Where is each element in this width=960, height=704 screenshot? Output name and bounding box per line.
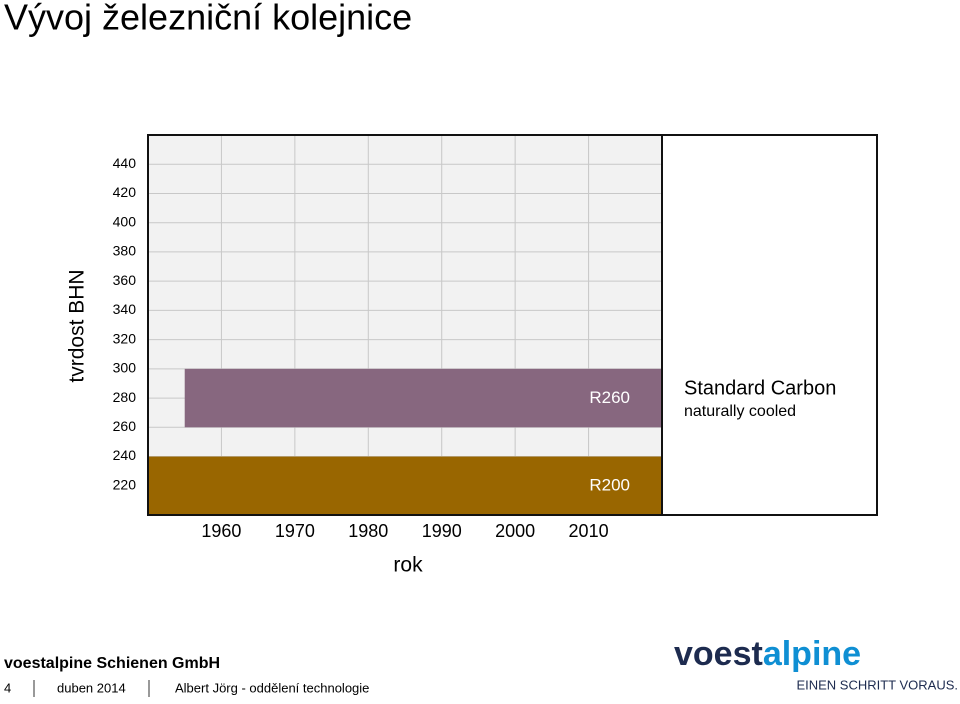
y-tick-label: 440 [113,155,137,171]
x-tick-label: 1980 [348,521,388,541]
y-tick-label: 300 [113,360,137,376]
logo: voestalpine [674,635,861,673]
y-tick-label: 320 [113,330,137,346]
logo-part: voest [674,635,763,673]
x-tick-label: 2000 [495,521,535,541]
footer-company: voestalpine Schienen GmbH [4,655,220,672]
y-axis-label: tvrdost BHN [66,269,89,382]
y-tick-label: 240 [113,447,137,463]
range-bar [148,456,662,515]
legend-title: Standard Carbon [684,377,836,399]
logo-tagline: EINEN SCHRITT VORAUS. [796,677,958,692]
bar-label: R200 [589,475,630,494]
slide-title: Vývoj železniční kolejnice [4,0,412,38]
y-tick-label: 280 [113,389,137,405]
bar-label: R260 [589,388,630,407]
y-tick-label: 380 [113,243,137,259]
legend-subtitle: naturally cooled [684,403,796,420]
footer-date: duben 2014 [57,680,126,695]
x-tick-label: 1990 [422,521,462,541]
y-tick-label: 220 [113,476,137,492]
x-tick-label: 2010 [569,521,609,541]
plot-border [147,134,663,516]
y-tick-label: 340 [113,301,137,317]
y-tick-label: 420 [113,184,137,200]
y-tick-label: 400 [113,213,137,229]
y-tick-label: 360 [113,272,137,288]
x-tick-label: 1970 [275,521,315,541]
range-bar [184,368,662,428]
y-tick-label: 260 [113,418,137,434]
x-axis-label: rok [393,554,423,577]
plot-area [148,135,662,515]
legend-box [661,134,878,516]
x-tick-label: 1960 [201,521,241,541]
logo-part: alpine [763,635,861,673]
footer-author: Albert Jörg - oddělení technologie [175,680,369,695]
footer-page: 4 [4,680,11,695]
